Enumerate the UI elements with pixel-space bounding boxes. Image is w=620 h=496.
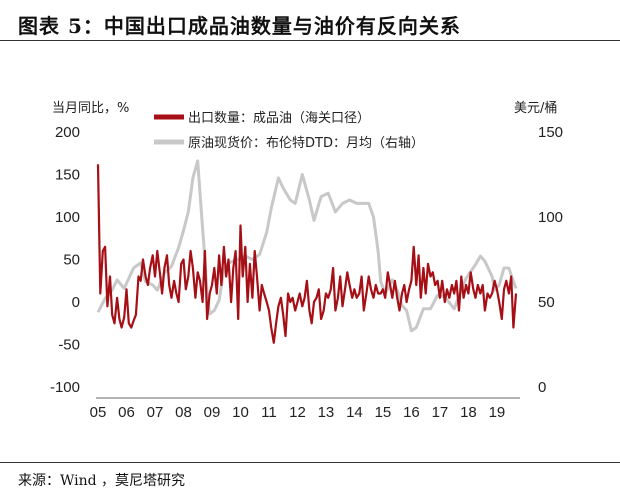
source-note: 来源：Wind ，莫尼塔研究 bbox=[18, 473, 186, 489]
x-axis-tick-label: 10 bbox=[232, 404, 249, 421]
x-axis-tick-label: 07 bbox=[147, 404, 164, 421]
legend-label-crude-oil-price: 原油现货价：布伦特DTD：月均（右轴） bbox=[188, 135, 424, 151]
series-crude-oil-price-line bbox=[96, 159, 518, 333]
left-axis-tick-label: -100 bbox=[50, 379, 80, 396]
x-axis-tick-label: 09 bbox=[204, 404, 221, 421]
legend-label-refined-oil-export: 出口数量：成品油（海关口径） bbox=[188, 111, 370, 126]
x-axis-tick-label: 12 bbox=[289, 404, 306, 421]
legend: 出口数量：成品油（海关口径） 原油现货价：布伦特DTD：月均（右轴） bbox=[154, 111, 424, 151]
left-axis-tick-label: 150 bbox=[55, 167, 80, 184]
left-axis-unit: 当月同比，% bbox=[52, 101, 129, 116]
x-axis-tick-label: 06 bbox=[118, 404, 135, 421]
x-axis-tick-label: 15 bbox=[375, 404, 392, 421]
x-axis-tick-label: 13 bbox=[318, 404, 335, 421]
left-axis-tick-label: -50 bbox=[58, 337, 80, 354]
right-axis-tick-label: 0 bbox=[538, 379, 546, 396]
chart-title: 图表 5：中国出口成品油数量与油价有反向关系 bbox=[18, 14, 461, 38]
x-axis-tick-label: 11 bbox=[261, 404, 277, 421]
source-divider bbox=[0, 462, 620, 463]
x-axis-tick-label: 17 bbox=[432, 404, 449, 421]
x-axis-tick-label: 16 bbox=[403, 404, 420, 421]
x-axis-tick-label: 05 bbox=[90, 404, 107, 421]
x-axis-tick-label: 19 bbox=[489, 404, 506, 421]
left-axis-tick-label: 0 bbox=[72, 294, 80, 311]
series-refined-oil-export-line bbox=[96, 164, 518, 344]
left-axis-tick-label: 50 bbox=[63, 252, 80, 269]
title-divider bbox=[0, 40, 620, 41]
x-axis-tick-label: 18 bbox=[460, 404, 477, 421]
right-axis-tick-label: 100 bbox=[538, 209, 563, 226]
x-axis-tick-label: 08 bbox=[175, 404, 192, 421]
x-axis-tick-label: 14 bbox=[346, 404, 363, 421]
right-axis-tick-label: 150 bbox=[538, 124, 563, 141]
right-axis-tick-label: 50 bbox=[538, 294, 555, 311]
right-axis-unit: 美元/桶 bbox=[514, 101, 557, 116]
left-axis-tick-label: 200 bbox=[55, 124, 80, 141]
left-axis-tick-label: 100 bbox=[55, 209, 80, 226]
